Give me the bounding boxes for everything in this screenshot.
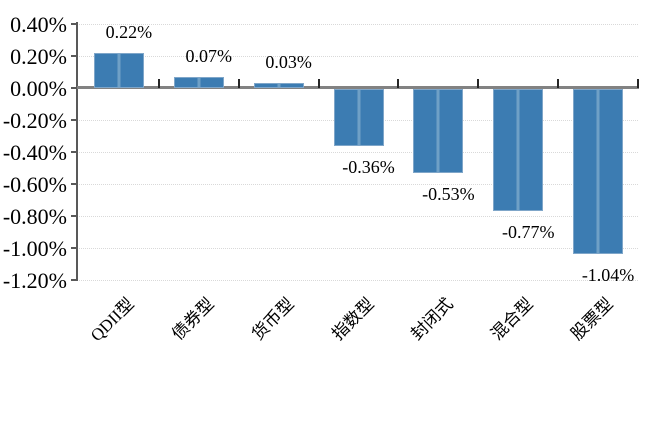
gridline xyxy=(79,24,638,25)
category-axis-line xyxy=(77,86,639,89)
data-label: -0.77% xyxy=(501,222,555,243)
y-axis-tick-label: 0.00% xyxy=(10,76,67,101)
y-axis-tick xyxy=(71,215,77,217)
category-label: 股票型 xyxy=(567,294,617,344)
y-axis-tick-label: -0.80% xyxy=(2,204,67,229)
y-axis-tick-label: 0.20% xyxy=(10,44,67,69)
gridline xyxy=(79,184,638,185)
bar xyxy=(253,83,304,88)
y-axis-tick xyxy=(71,247,77,249)
gridline xyxy=(79,152,638,153)
y-axis-tick xyxy=(71,23,77,25)
data-label: -1.04% xyxy=(581,265,635,286)
y-axis-tick-label: -0.60% xyxy=(2,172,67,197)
category-axis-tick xyxy=(477,79,480,88)
data-label: 0.03% xyxy=(265,52,312,73)
y-axis-line xyxy=(76,22,78,281)
data-label: -0.36% xyxy=(342,156,395,177)
y-axis-tick-label: -1.00% xyxy=(2,236,67,261)
data-label: 0.22% xyxy=(105,21,153,42)
y-axis-tick xyxy=(71,119,77,121)
bar xyxy=(573,89,624,255)
y-axis-tick xyxy=(71,279,77,281)
category-axis-tick xyxy=(317,79,320,88)
data-label: -0.53% xyxy=(422,183,475,204)
y-axis-tick xyxy=(71,151,77,153)
category-axis-tick xyxy=(557,79,560,88)
bar xyxy=(173,76,224,88)
bar xyxy=(413,89,464,173)
y-axis-tick xyxy=(71,183,77,185)
gridline xyxy=(79,248,638,249)
bar xyxy=(493,89,544,212)
gridline xyxy=(79,216,638,217)
category-axis-tick xyxy=(237,79,240,88)
y-axis-tick-label: -1.20% xyxy=(2,268,67,293)
bar xyxy=(93,52,144,88)
category-axis-tick xyxy=(157,79,160,88)
y-axis-tick xyxy=(71,87,77,89)
gridline xyxy=(79,56,638,57)
gridline xyxy=(79,280,638,281)
y-axis-tick-label: 0.40% xyxy=(10,12,67,37)
bar xyxy=(333,89,384,146)
category-axis-tick xyxy=(397,79,400,88)
y-axis-tick xyxy=(71,55,77,57)
y-axis-tick-label: -0.20% xyxy=(2,108,67,133)
y-axis-tick-label: -0.40% xyxy=(2,140,67,165)
category-axis-tick xyxy=(637,79,639,88)
data-label: 0.07% xyxy=(185,45,233,66)
